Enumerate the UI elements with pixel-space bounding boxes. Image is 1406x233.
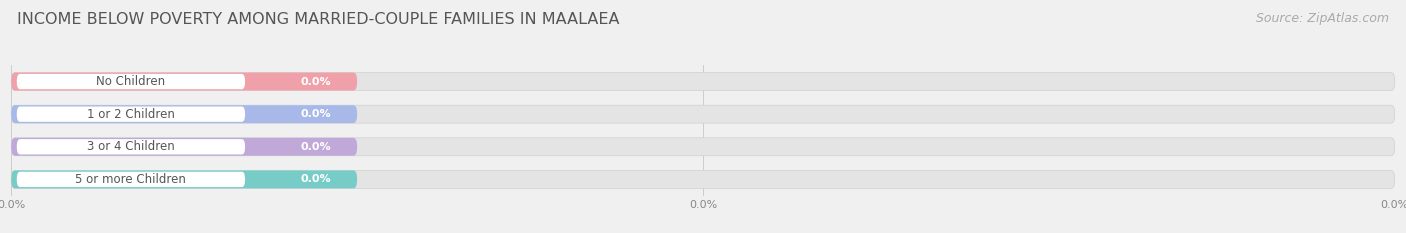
Text: 3 or 4 Children: 3 or 4 Children [87, 140, 174, 153]
FancyBboxPatch shape [11, 73, 357, 90]
FancyBboxPatch shape [11, 105, 1395, 123]
FancyBboxPatch shape [11, 138, 357, 156]
Text: Source: ZipAtlas.com: Source: ZipAtlas.com [1256, 12, 1389, 25]
Text: 5 or more Children: 5 or more Children [76, 173, 187, 186]
Text: 1 or 2 Children: 1 or 2 Children [87, 108, 174, 121]
FancyBboxPatch shape [11, 171, 1395, 188]
FancyBboxPatch shape [17, 139, 245, 154]
Text: INCOME BELOW POVERTY AMONG MARRIED-COUPLE FAMILIES IN MAALAEA: INCOME BELOW POVERTY AMONG MARRIED-COUPL… [17, 12, 620, 27]
FancyBboxPatch shape [11, 171, 357, 188]
Text: No Children: No Children [97, 75, 166, 88]
Text: 0.0%: 0.0% [301, 142, 330, 152]
Text: 0.0%: 0.0% [301, 109, 330, 119]
FancyBboxPatch shape [11, 73, 1395, 90]
FancyBboxPatch shape [11, 105, 357, 123]
Text: 0.0%: 0.0% [301, 77, 330, 86]
FancyBboxPatch shape [17, 74, 245, 89]
FancyBboxPatch shape [11, 138, 1395, 156]
FancyBboxPatch shape [17, 106, 245, 122]
FancyBboxPatch shape [17, 172, 245, 187]
Text: 0.0%: 0.0% [301, 175, 330, 184]
